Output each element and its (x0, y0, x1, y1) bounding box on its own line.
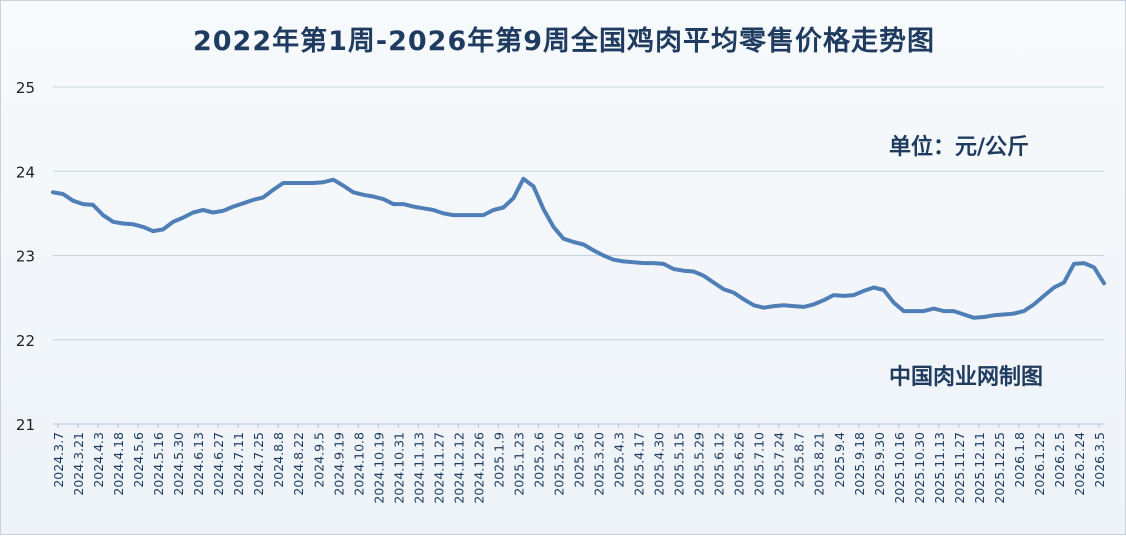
x-tick-label: 2025.1.23 (511, 432, 526, 496)
unit-label: 单位：元/公斤 (889, 135, 1030, 160)
chart-title: 2022年第1周-2026年第9周全国鸡肉平均零售价格走势图 (192, 26, 936, 57)
x-tick-label: 2025.6.12 (712, 432, 727, 496)
x-tick-label: 2024.10.31 (391, 432, 406, 504)
x-tick-label: 2024.5.30 (171, 432, 186, 496)
y-tick-label: 25 (16, 79, 35, 97)
x-tick-label: 2024.9.5 (311, 432, 326, 488)
x-tick-label: 2025.10.16 (892, 432, 907, 504)
y-tick-label: 21 (16, 416, 35, 434)
x-tick-label: 2026.3.5 (1092, 432, 1107, 488)
x-tick-label: 2025.8.7 (792, 432, 807, 488)
x-tick-label: 2026.1.22 (1032, 432, 1047, 496)
x-tick-label: 2025.12.11 (972, 432, 987, 504)
x-tick-label: 2024.5.16 (151, 432, 166, 496)
x-tick-label: 2024.12.26 (471, 432, 486, 504)
x-tick-label: 2025.9.30 (872, 432, 887, 496)
x-tick-label: 2024.12.12 (451, 432, 466, 504)
x-tick-label: 2025.7.24 (772, 432, 787, 496)
y-tick-label: 22 (16, 332, 35, 350)
x-tick-label: 2025.2.6 (531, 432, 546, 488)
x-tick-label: 2025.1.9 (491, 432, 506, 488)
x-tick-label: 2025.9.18 (852, 432, 867, 496)
x-tick-label: 2025.11.27 (952, 432, 967, 504)
x-tick-label: 2025.9.4 (832, 432, 847, 488)
x-tick-label: 2024.9.19 (331, 432, 346, 496)
x-tick-label: 2024.7.25 (251, 432, 266, 496)
price-series-line (51, 176, 1106, 320)
x-tick-label: 2024.4.18 (111, 432, 126, 496)
x-tick-label: 2026.2.5 (1052, 432, 1067, 488)
x-tick-label: 2026.1.8 (1012, 432, 1027, 488)
x-tick-label: 2024.8.22 (291, 432, 306, 496)
x-tick-label: 2024.8.8 (271, 432, 286, 488)
x-tick-label: 2024.6.13 (191, 432, 206, 496)
x-tick-label: 2024.5.6 (131, 432, 146, 488)
x-tick-label: 2024.4.3 (91, 432, 106, 488)
x-tick-label: 2025.11.13 (932, 432, 947, 504)
x-tick-label: 2024.6.27 (211, 432, 226, 496)
x-tick-label: 2025.4.17 (632, 432, 647, 496)
x-tick-label: 2024.11.27 (431, 432, 446, 504)
y-tick-label: 24 (16, 163, 35, 181)
x-tick-label: 2025.10.30 (912, 432, 927, 504)
x-tick-label: 2025.4.3 (612, 432, 627, 488)
x-tick-label: 2025.3.6 (572, 432, 587, 488)
x-tick-label: 2025.7.10 (752, 432, 767, 496)
x-tick-label: 2025.5.15 (672, 432, 687, 496)
x-tick-label: 2025.4.30 (652, 432, 667, 496)
x-tick-label: 2024.3.7 (51, 432, 66, 488)
x-tick-label: 2025.3.20 (592, 432, 607, 496)
x-tick-label: 2025.5.29 (692, 432, 707, 496)
x-tick-label: 2025.2.20 (551, 432, 566, 496)
x-tick-label: 2024.7.11 (231, 432, 246, 496)
y-tick-label: 23 (16, 248, 35, 266)
x-tick-label: 2024.10.8 (351, 432, 366, 496)
x-tick-label: 2025.12.25 (992, 432, 1007, 504)
x-tick-label: 2024.3.21 (71, 432, 86, 496)
x-tick-label: 2026.2.24 (1072, 432, 1087, 496)
source-label: 中国肉业网制图 (889, 365, 1044, 390)
x-tick-label: 2024.10.19 (371, 432, 386, 504)
x-tick-label: 2025.6.26 (732, 432, 747, 496)
x-tick-label: 2024.11.13 (411, 432, 426, 504)
x-tick-label: 2025.8.21 (812, 432, 827, 496)
